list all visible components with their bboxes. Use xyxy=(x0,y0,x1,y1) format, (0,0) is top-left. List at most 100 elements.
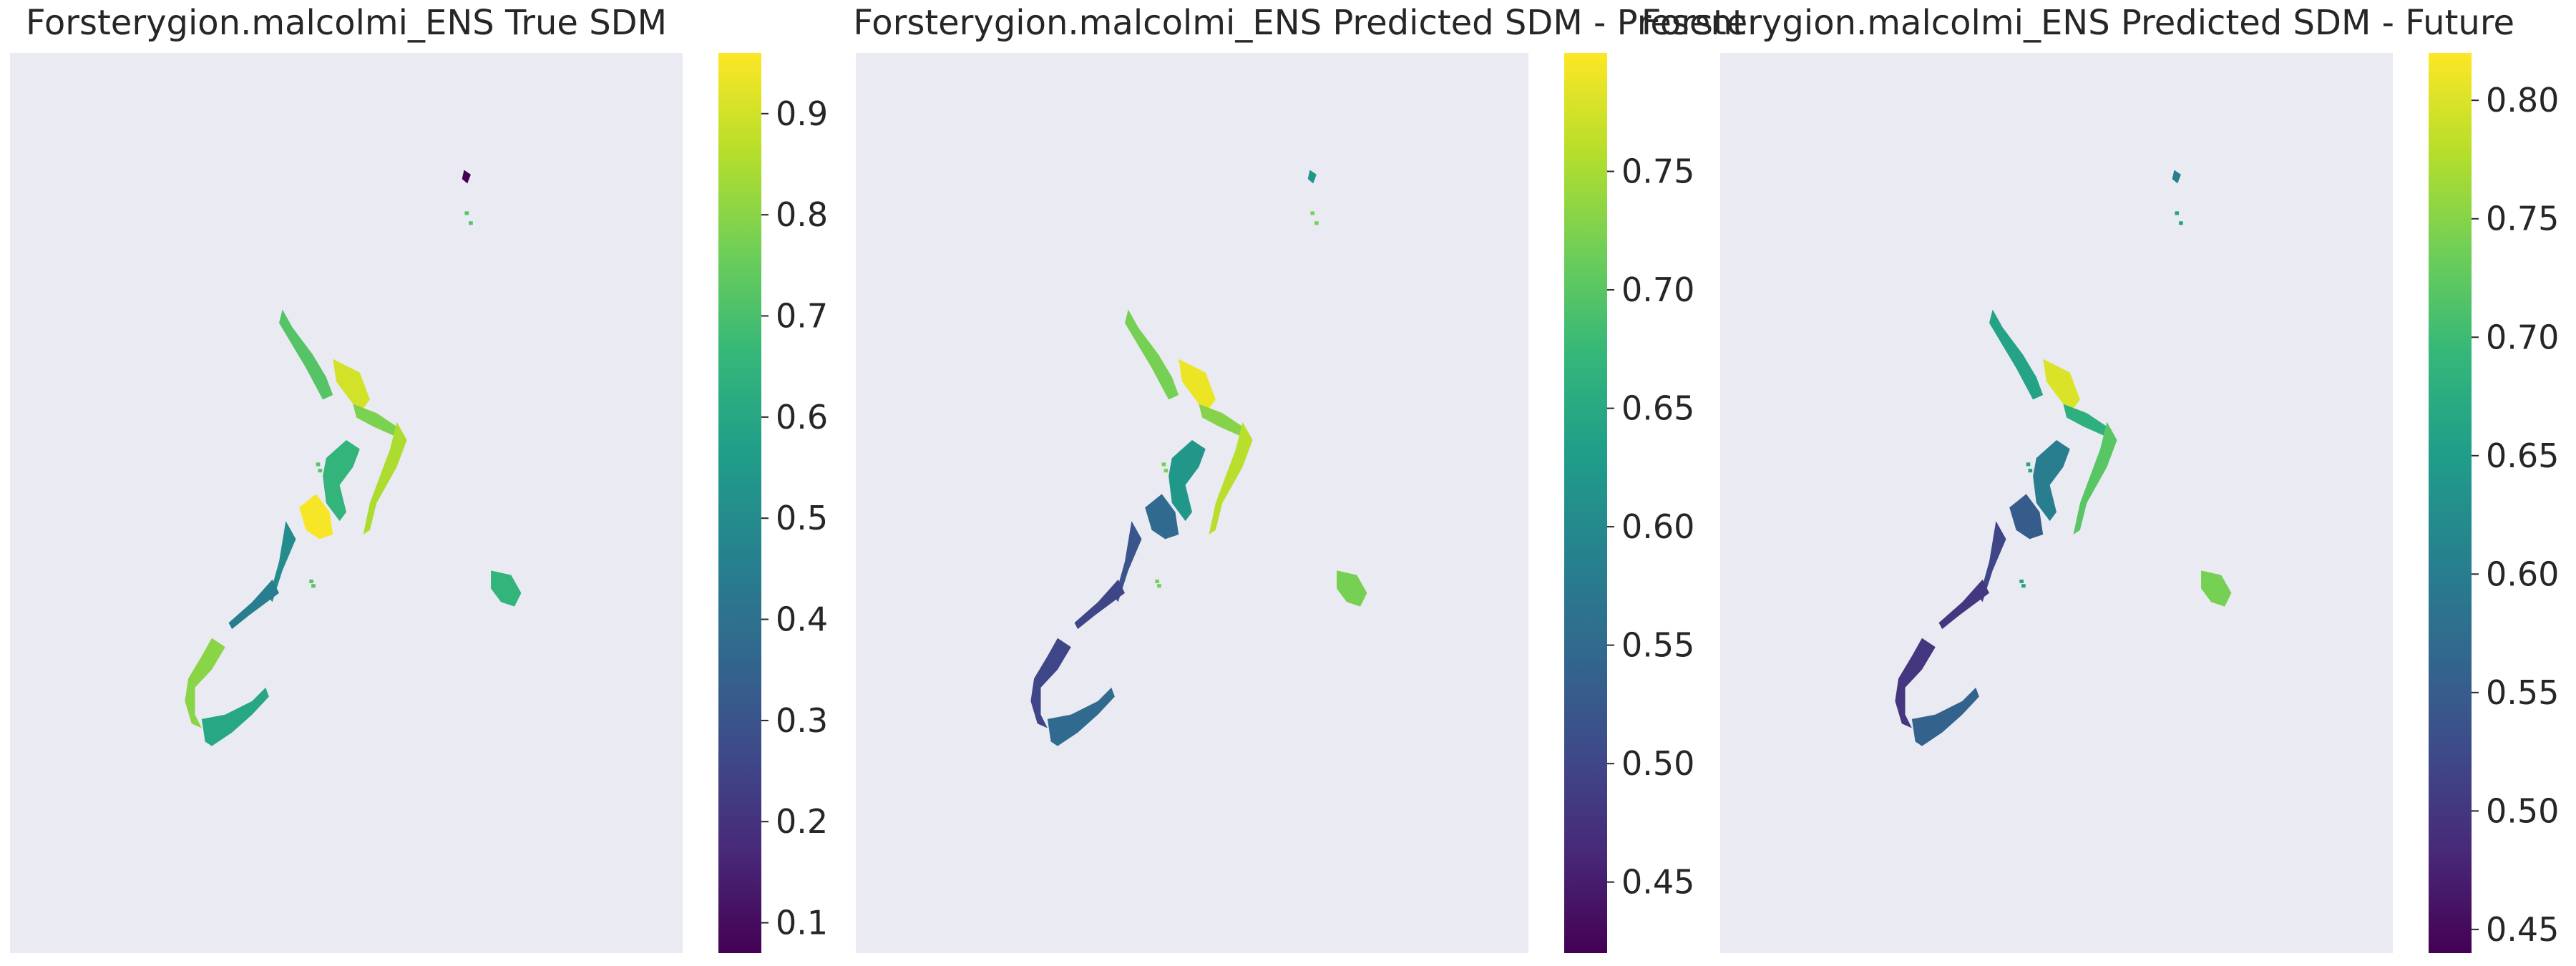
colorbar-tick-label: 0.7 xyxy=(776,297,828,336)
sdm-region: Fiordland xyxy=(1895,638,1936,728)
sdm-cell xyxy=(316,462,321,467)
sdm-region: Bay of Plenty xyxy=(1199,404,1243,436)
sdm-cell xyxy=(469,221,473,225)
map-regions: NorthlandAuckland / Hauraki GulfBay of P… xyxy=(1030,170,1367,746)
sdm-region: West Coast xyxy=(1114,521,1142,602)
panels: Forsterygion.malcolmi_ENS True SDM Northl… xyxy=(10,3,2559,953)
sdm-region: Cook Strait / Marlborough Sounds xyxy=(2009,494,2044,540)
sdm-region: Bay of Plenty xyxy=(353,404,397,436)
panel-title: Forsterygion.malcolmi_ENS True SDM xyxy=(26,3,667,43)
colorbar-tick-label: 0.55 xyxy=(1621,626,1694,665)
sdm-cell xyxy=(1310,211,1315,215)
sdm-region: West Coast xyxy=(1979,521,2006,602)
sdm-region: Canterbury / Otago xyxy=(228,579,279,630)
sdm-region: Fiordland xyxy=(185,638,225,728)
colorbar-tick-label: 0.55 xyxy=(2486,673,2559,712)
colorbar-tick-label: 0.45 xyxy=(1621,863,1694,902)
colorbar-tick-label: 0.4 xyxy=(776,600,828,639)
sdm-region: Chatham Islands xyxy=(2201,570,2232,607)
sdm-region: Bay of Plenty xyxy=(2063,404,2107,436)
sdm-region: Southland / Stewart Island xyxy=(1047,687,1115,746)
panel-title: Forsterygion.malcolmi_ENS Predicted SDM … xyxy=(1641,3,2514,43)
colorbar-tick-label: 0.3 xyxy=(776,701,828,740)
colorbar-tick-label: 0.75 xyxy=(2486,200,2559,238)
sdm-cell xyxy=(1992,319,1997,323)
colorbar: 0.45 0.50 0.55 0.60 0.65 0.70 0.75 xyxy=(1564,53,1694,953)
colorbar-gradient xyxy=(2429,53,2472,953)
colorbar-gradient xyxy=(1564,53,1607,953)
map-panel-background xyxy=(1720,53,2393,953)
sdm-region: Kermadec Islands xyxy=(2172,170,2181,184)
sdm-region: Fiordland xyxy=(1030,638,1071,728)
sdm-region: West Coast xyxy=(268,521,296,602)
map-panel-background xyxy=(10,53,683,953)
colorbar-gradient xyxy=(718,53,761,953)
sdm-region: Taranaki / Wellington xyxy=(323,439,360,522)
sdm-cell xyxy=(1163,469,1169,473)
colorbar-tick-label: 0.8 xyxy=(776,195,828,234)
map-regions: NorthlandAuckland / Hauraki GulfBay of P… xyxy=(185,170,522,746)
sdm-cell xyxy=(311,584,316,588)
colorbar-tick-label: 0.2 xyxy=(776,802,828,841)
sdm-region: Northland xyxy=(1989,309,2044,400)
sdm-region: Taranaki / Wellington xyxy=(1169,439,1206,522)
map-panel-background xyxy=(856,53,1528,953)
sdm-region: East Cape / Hawke's Bay xyxy=(1209,421,1253,535)
colorbar-tick-label: 0.1 xyxy=(776,904,828,942)
colorbar-tick-label: 0.50 xyxy=(2486,791,2559,830)
sdm-region: Southland / Stewart Island xyxy=(201,687,269,746)
colorbar-tick-label: 0.65 xyxy=(2486,436,2559,475)
sdm-cell xyxy=(309,579,313,583)
sdm-cell xyxy=(2175,211,2180,215)
panel-2: Forsterygion.malcolmi_ENS Predicted SDM … xyxy=(853,3,1746,953)
colorbar-tick-label: 0.6 xyxy=(776,398,828,436)
panel-title: Forsterygion.malcolmi_ENS Predicted SDM … xyxy=(853,3,1745,43)
sdm-region: Southland / Stewart Island xyxy=(1911,687,1979,746)
sdm-cell xyxy=(2179,221,2183,225)
colorbar-tick-label: 0.80 xyxy=(2486,81,2559,119)
colorbar-tick-label: 0.70 xyxy=(1621,270,1694,309)
map-regions: NorthlandAuckland / Hauraki GulfBay of P… xyxy=(1895,170,2232,746)
sdm-cell xyxy=(1314,221,1319,225)
sdm-cell xyxy=(282,319,287,323)
sdm-cell xyxy=(1128,319,1133,323)
sdm-region: Taranaki / Wellington xyxy=(2033,439,2070,522)
sdm-cell xyxy=(1161,462,1166,467)
sdm-cell xyxy=(1157,584,1161,588)
sdm-region: Auckland / Hauraki Gulf xyxy=(1179,358,1216,414)
sdm-cell xyxy=(2026,462,2031,467)
colorbar-tick-label: 0.65 xyxy=(1621,389,1694,428)
colorbar-tick-label: 0.60 xyxy=(2486,555,2559,593)
sdm-cell xyxy=(2019,579,2024,583)
sdm-cell xyxy=(1155,579,1159,583)
sdm-region: Canterbury / Otago xyxy=(1938,579,1989,630)
colorbar-tick-label: 0.60 xyxy=(1621,507,1694,546)
colorbar-tick-label: 0.9 xyxy=(776,94,828,133)
sdm-region: Cook Strait / Marlborough Sounds xyxy=(1145,494,1179,540)
panel-1: Forsterygion.malcolmi_ENS True SDM Northl… xyxy=(10,3,828,953)
sdm-region: Canterbury / Otago xyxy=(1074,579,1125,630)
colorbar-tick-label: 0.70 xyxy=(2486,318,2559,356)
panel-3: Forsterygion.malcolmi_ENS Predicted SDM … xyxy=(1641,3,2559,953)
sdm-cell xyxy=(2028,469,2033,473)
sdm-region: Cook Strait / Marlborough Sounds xyxy=(299,494,333,540)
colorbar-tick-label: 0.75 xyxy=(1621,152,1694,191)
colorbar-tick-label: 0.5 xyxy=(776,499,828,537)
sdm-cell xyxy=(318,469,323,473)
colorbar: 0.45 0.50 0.55 0.60 0.65 0.70 0.75 0.80 xyxy=(2429,53,2559,953)
colorbar-tick-label: 0.50 xyxy=(1621,744,1694,783)
sdm-region: East Cape / Hawke's Bay xyxy=(2073,421,2117,535)
sdm-region: Kermadec Islands xyxy=(462,170,471,184)
sdm-region: Northland xyxy=(279,309,333,400)
sdm-region: Northland xyxy=(1125,309,1179,400)
sdm-cell xyxy=(464,211,469,215)
sdm-region: Auckland / Hauraki Gulf xyxy=(2043,358,2080,414)
colorbar-tick-label: 0.45 xyxy=(2486,910,2559,949)
colorbar: 0.1 0.2 0.3 0.4 0.5 0.6 0.7 0.8 0.9 xyxy=(718,53,828,953)
sdm-region: Chatham Islands xyxy=(1337,570,1367,607)
sdm-region: East Cape / Hawke's Bay xyxy=(363,421,407,535)
sdm-region: Auckland / Hauraki Gulf xyxy=(333,358,370,414)
sdm-cell xyxy=(2021,584,2026,588)
sdm-region: Kermadec Islands xyxy=(1307,170,1317,184)
